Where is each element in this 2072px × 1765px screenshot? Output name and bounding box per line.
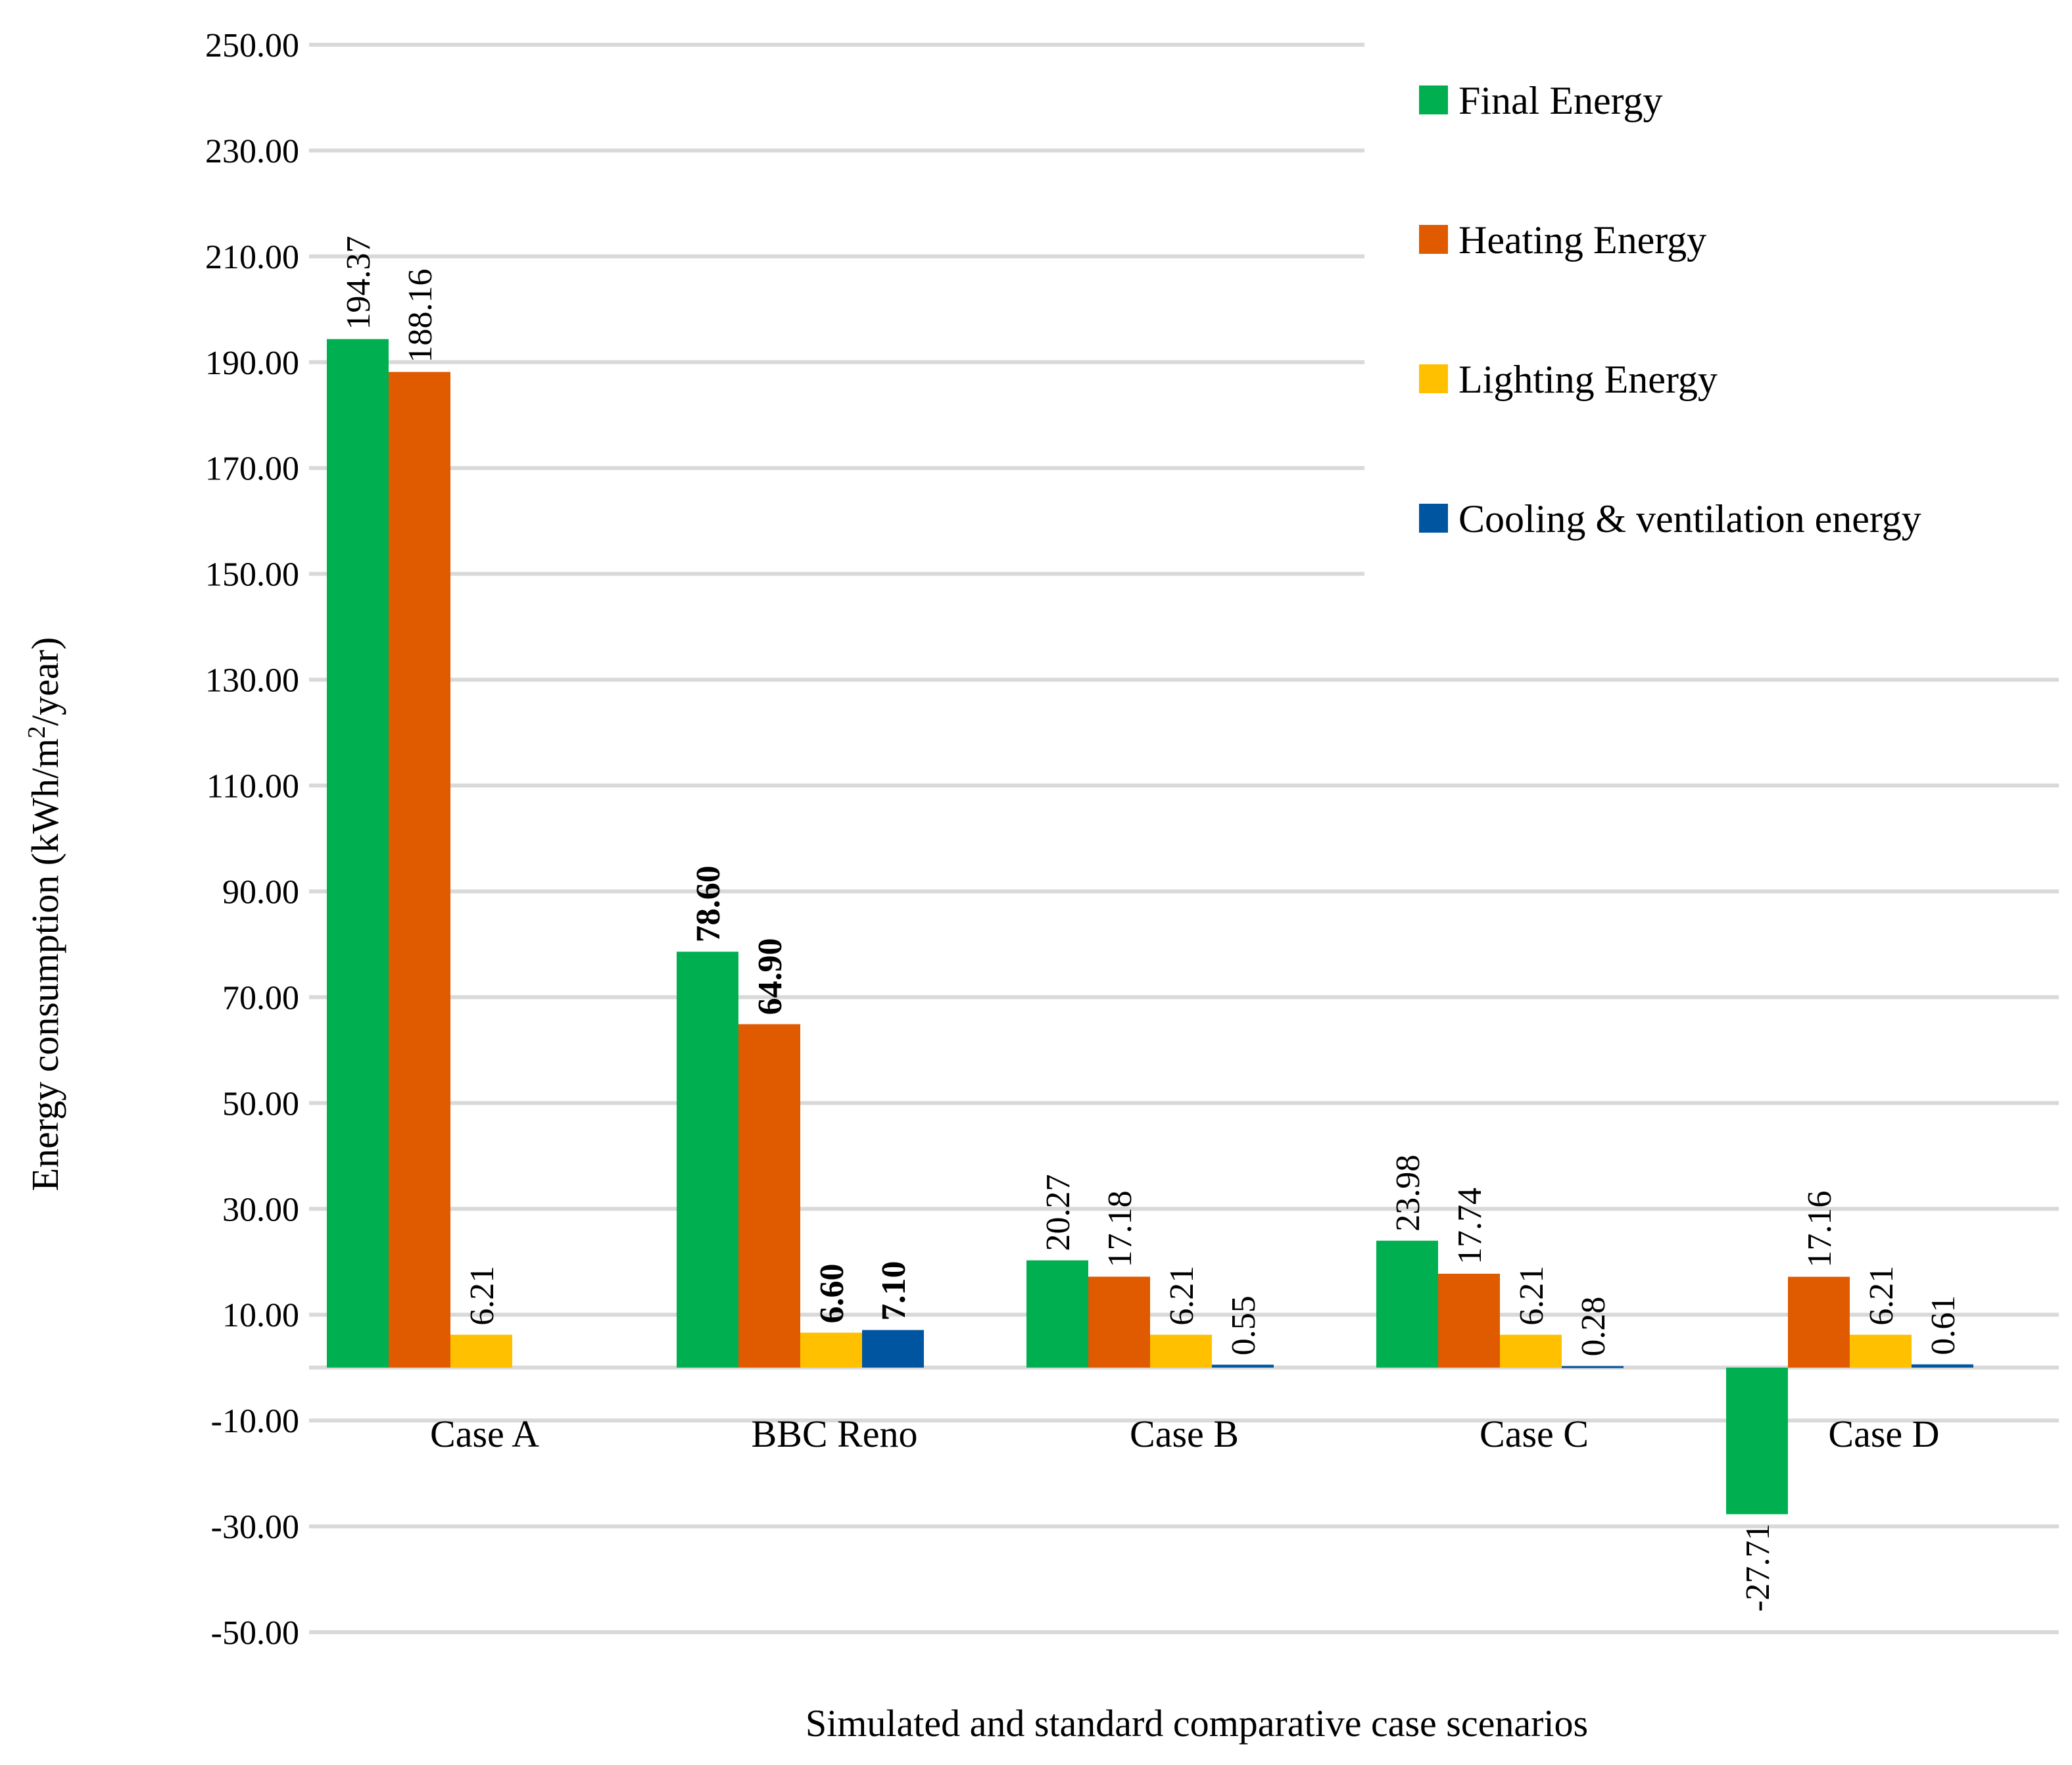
legend-label: Final Energy	[1458, 79, 1663, 122]
data-label: 17.74	[1451, 1188, 1489, 1265]
category-label: Case B	[1130, 1413, 1239, 1455]
x-axis-title: Simulated and standard comparative case …	[806, 1702, 1588, 1745]
bar-heating-energy	[1438, 1273, 1500, 1368]
bar-heating-energy	[389, 372, 450, 1368]
y-tick-label: 110.00	[206, 768, 299, 806]
legend-swatch	[1419, 225, 1448, 254]
legend-swatch	[1419, 364, 1448, 393]
data-label: 0.28	[1575, 1297, 1612, 1357]
y-tick-label: 170.00	[205, 450, 299, 488]
bar-final-energy	[327, 339, 389, 1368]
data-label: 194.37	[340, 236, 377, 330]
legend-swatch	[1419, 504, 1448, 533]
data-label: 0.61	[1925, 1295, 1962, 1355]
data-label: 23.98	[1389, 1155, 1427, 1232]
data-label: -27.71	[1739, 1524, 1777, 1612]
category-label: BBC Reno	[752, 1413, 918, 1455]
category-label: Case A	[430, 1413, 539, 1455]
y-tick-label: 50.00	[222, 1085, 299, 1123]
data-label: 6.60	[813, 1264, 851, 1324]
bar-lighting-energy	[1850, 1334, 1912, 1368]
legend-label: Heating Energy	[1458, 218, 1706, 262]
bars	[327, 339, 1973, 1514]
y-tick-label: 30.00	[222, 1191, 299, 1228]
y-tick-label: -30.00	[211, 1509, 299, 1546]
y-tick-label: 150.00	[205, 556, 299, 594]
y-tick-label: 250.00	[205, 27, 299, 64]
y-tick-label: -10.00	[211, 1403, 299, 1440]
legend-label: Lighting Energy	[1458, 358, 1718, 401]
bar-cooling-ventilation-energy	[1562, 1366, 1624, 1368]
y-tick-label: 210.00	[205, 239, 299, 276]
bar-heating-energy	[1088, 1276, 1150, 1368]
legend-swatch	[1419, 85, 1448, 114]
y-tick-label: 90.00	[222, 873, 299, 911]
y-tick-label: 190.00	[205, 345, 299, 382]
y-axis-tick-labels: 250.00 230.00 210.00 190.00 170.00 150.00 130.…	[205, 27, 299, 1652]
data-label: 64.90	[752, 938, 789, 1015]
data-label: 78.60	[690, 865, 727, 942]
data-label: 6.21	[464, 1266, 501, 1326]
data-label: 17.18	[1101, 1190, 1139, 1267]
data-label: 20.27	[1040, 1174, 1077, 1251]
bar-heating-energy	[738, 1024, 800, 1368]
bar-lighting-energy	[800, 1332, 862, 1368]
gridlines	[309, 43, 2059, 1634]
bar-final-energy	[1726, 1367, 1788, 1514]
legend: Final Energy Heating Energy Lighting Energ…	[1419, 79, 1921, 541]
bar-cooling-ventilation-energy	[1212, 1365, 1274, 1368]
data-labels: 194.37 188.16 6.21 78.60 64.90 6.60 7.10 20.27 1…	[340, 236, 1962, 1612]
bar-lighting-energy	[450, 1334, 512, 1368]
data-label: 6.21	[1513, 1266, 1551, 1326]
y-axis-title: Energy consumption (kWh/m2/year)	[23, 637, 66, 1192]
data-label: 6.21	[1163, 1266, 1201, 1326]
category-label: Case D	[1828, 1413, 1939, 1455]
bar-cooling-ventilation-energy	[862, 1330, 924, 1368]
data-label: 7.10	[875, 1261, 913, 1321]
data-label: 6.21	[1863, 1266, 1900, 1326]
bar-heating-energy	[1788, 1276, 1850, 1368]
bar-lighting-energy	[1500, 1334, 1562, 1368]
category-labels: Case A BBC Reno Case B Case C Case D	[430, 1413, 1940, 1455]
bar-lighting-energy	[1150, 1334, 1212, 1368]
y-tick-label: 70.00	[222, 979, 299, 1017]
data-label: 188.16	[402, 269, 439, 363]
y-tick-label: 10.00	[222, 1297, 299, 1334]
bar-cooling-ventilation-energy	[1912, 1364, 1973, 1368]
data-label: 0.55	[1225, 1295, 1263, 1355]
y-tick-label: 230.00	[205, 133, 299, 170]
data-label: 17.16	[1801, 1191, 1839, 1268]
bar-final-energy	[677, 952, 738, 1368]
bar-final-energy	[1376, 1240, 1438, 1368]
y-tick-label: 130.00	[205, 662, 299, 700]
y-tick-label: -50.00	[211, 1614, 299, 1652]
bar-final-energy	[1026, 1260, 1088, 1368]
legend-label: Cooling & ventilation energy	[1458, 497, 1921, 541]
category-label: Case C	[1480, 1413, 1589, 1455]
